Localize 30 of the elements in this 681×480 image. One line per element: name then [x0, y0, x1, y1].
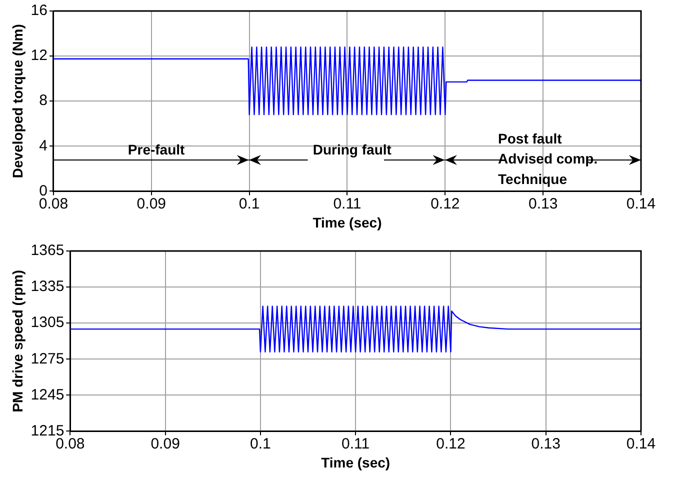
y-tick-label: 16 [30, 2, 48, 20]
y-tick-label: 4 [39, 137, 48, 154]
x-tick-label: 0.14 [626, 435, 656, 452]
y-tick-label: 1245 [30, 386, 64, 404]
annotation: Pre-fault [128, 142, 186, 158]
x-tick-label: 0.12 [436, 435, 466, 452]
y-tick-label: 1335 [30, 278, 64, 296]
x-tick-label: 0.11 [342, 435, 370, 452]
y-tick-label: 8 [39, 92, 48, 110]
y-axis-title: Developed torque (Nm) [9, 24, 26, 178]
x-tick-label: 0.11 [333, 195, 362, 212]
x-tick-label: 0.09 [136, 195, 166, 212]
y-tick-label: 1305 [30, 314, 64, 332]
annotation: Technique [498, 170, 568, 187]
y-tick-label: 1275 [30, 350, 64, 368]
x-tick-label: 0.13 [531, 435, 560, 452]
x-tick-label: 0.1 [250, 435, 271, 452]
x-tick-label: 0.1 [238, 195, 260, 212]
annotation: During fault [312, 142, 392, 158]
x-axis-title: Time (sec) [312, 214, 382, 230]
y-tick-label: 12 [30, 47, 48, 64]
y-axis-title: PM drive speed (rpm) [9, 270, 26, 412]
x-tick-label: 0.12 [430, 195, 460, 212]
y-tick-label: 1365 [30, 242, 64, 260]
annotation: Post fault [498, 130, 562, 146]
x-axis-title: Time (sec) [321, 454, 390, 470]
x-tick-label: 0.14 [626, 195, 656, 212]
annotation: Advised comp. [498, 150, 598, 167]
x-tick-label: 0.09 [150, 435, 180, 452]
x-tick-label: 0.13 [528, 195, 558, 212]
